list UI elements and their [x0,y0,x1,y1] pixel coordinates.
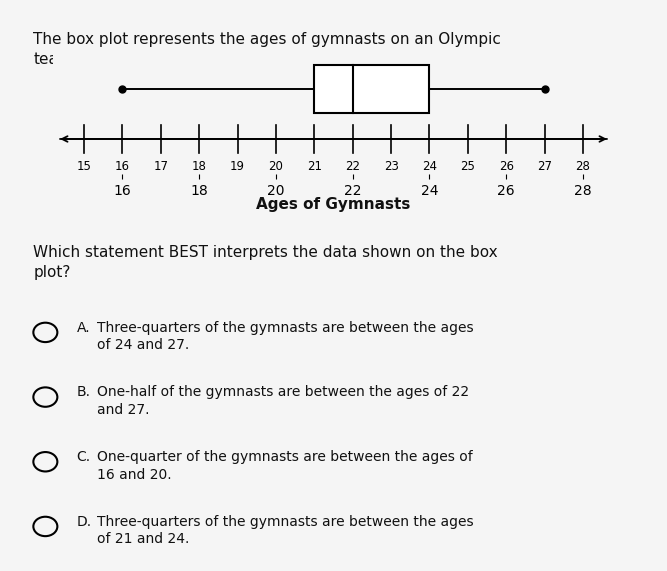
Text: B.: B. [77,385,91,399]
Text: C.: C. [77,450,91,464]
Text: Ages of Gymnasts: Ages of Gymnasts [256,197,411,212]
Text: One-quarter of the gymnasts are between the ages of
16 and 20.: One-quarter of the gymnasts are between … [97,450,472,482]
FancyBboxPatch shape [314,65,430,112]
Text: Which statement BEST interprets the data shown on the box
plot?: Which statement BEST interprets the data… [33,245,498,280]
Text: Three-quarters of the gymnasts are between the ages
of 24 and 27.: Three-quarters of the gymnasts are betwe… [97,320,474,352]
Text: 19: 19 [230,160,245,174]
Text: 23: 23 [384,160,398,174]
Text: 22: 22 [346,160,360,174]
Text: 27: 27 [537,160,552,174]
Text: 26: 26 [499,160,514,174]
Text: Three-quarters of the gymnasts are between the ages
of 21 and 24.: Three-quarters of the gymnasts are betwe… [97,514,474,546]
Text: The box plot represents the ages of gymnasts on an Olympic
team.: The box plot represents the ages of gymn… [33,32,501,67]
Text: One-half of the gymnasts are between the ages of 22
and 27.: One-half of the gymnasts are between the… [97,385,469,417]
Text: 28: 28 [576,160,590,174]
Text: 16: 16 [115,160,130,174]
Text: 25: 25 [460,160,476,174]
Text: 17: 17 [153,160,168,174]
Text: 24: 24 [422,160,437,174]
Text: D.: D. [77,514,92,529]
Text: 15: 15 [77,160,91,174]
Text: A.: A. [77,320,90,335]
Text: 21: 21 [307,160,321,174]
Text: 18: 18 [191,160,207,174]
Text: 20: 20 [269,160,283,174]
